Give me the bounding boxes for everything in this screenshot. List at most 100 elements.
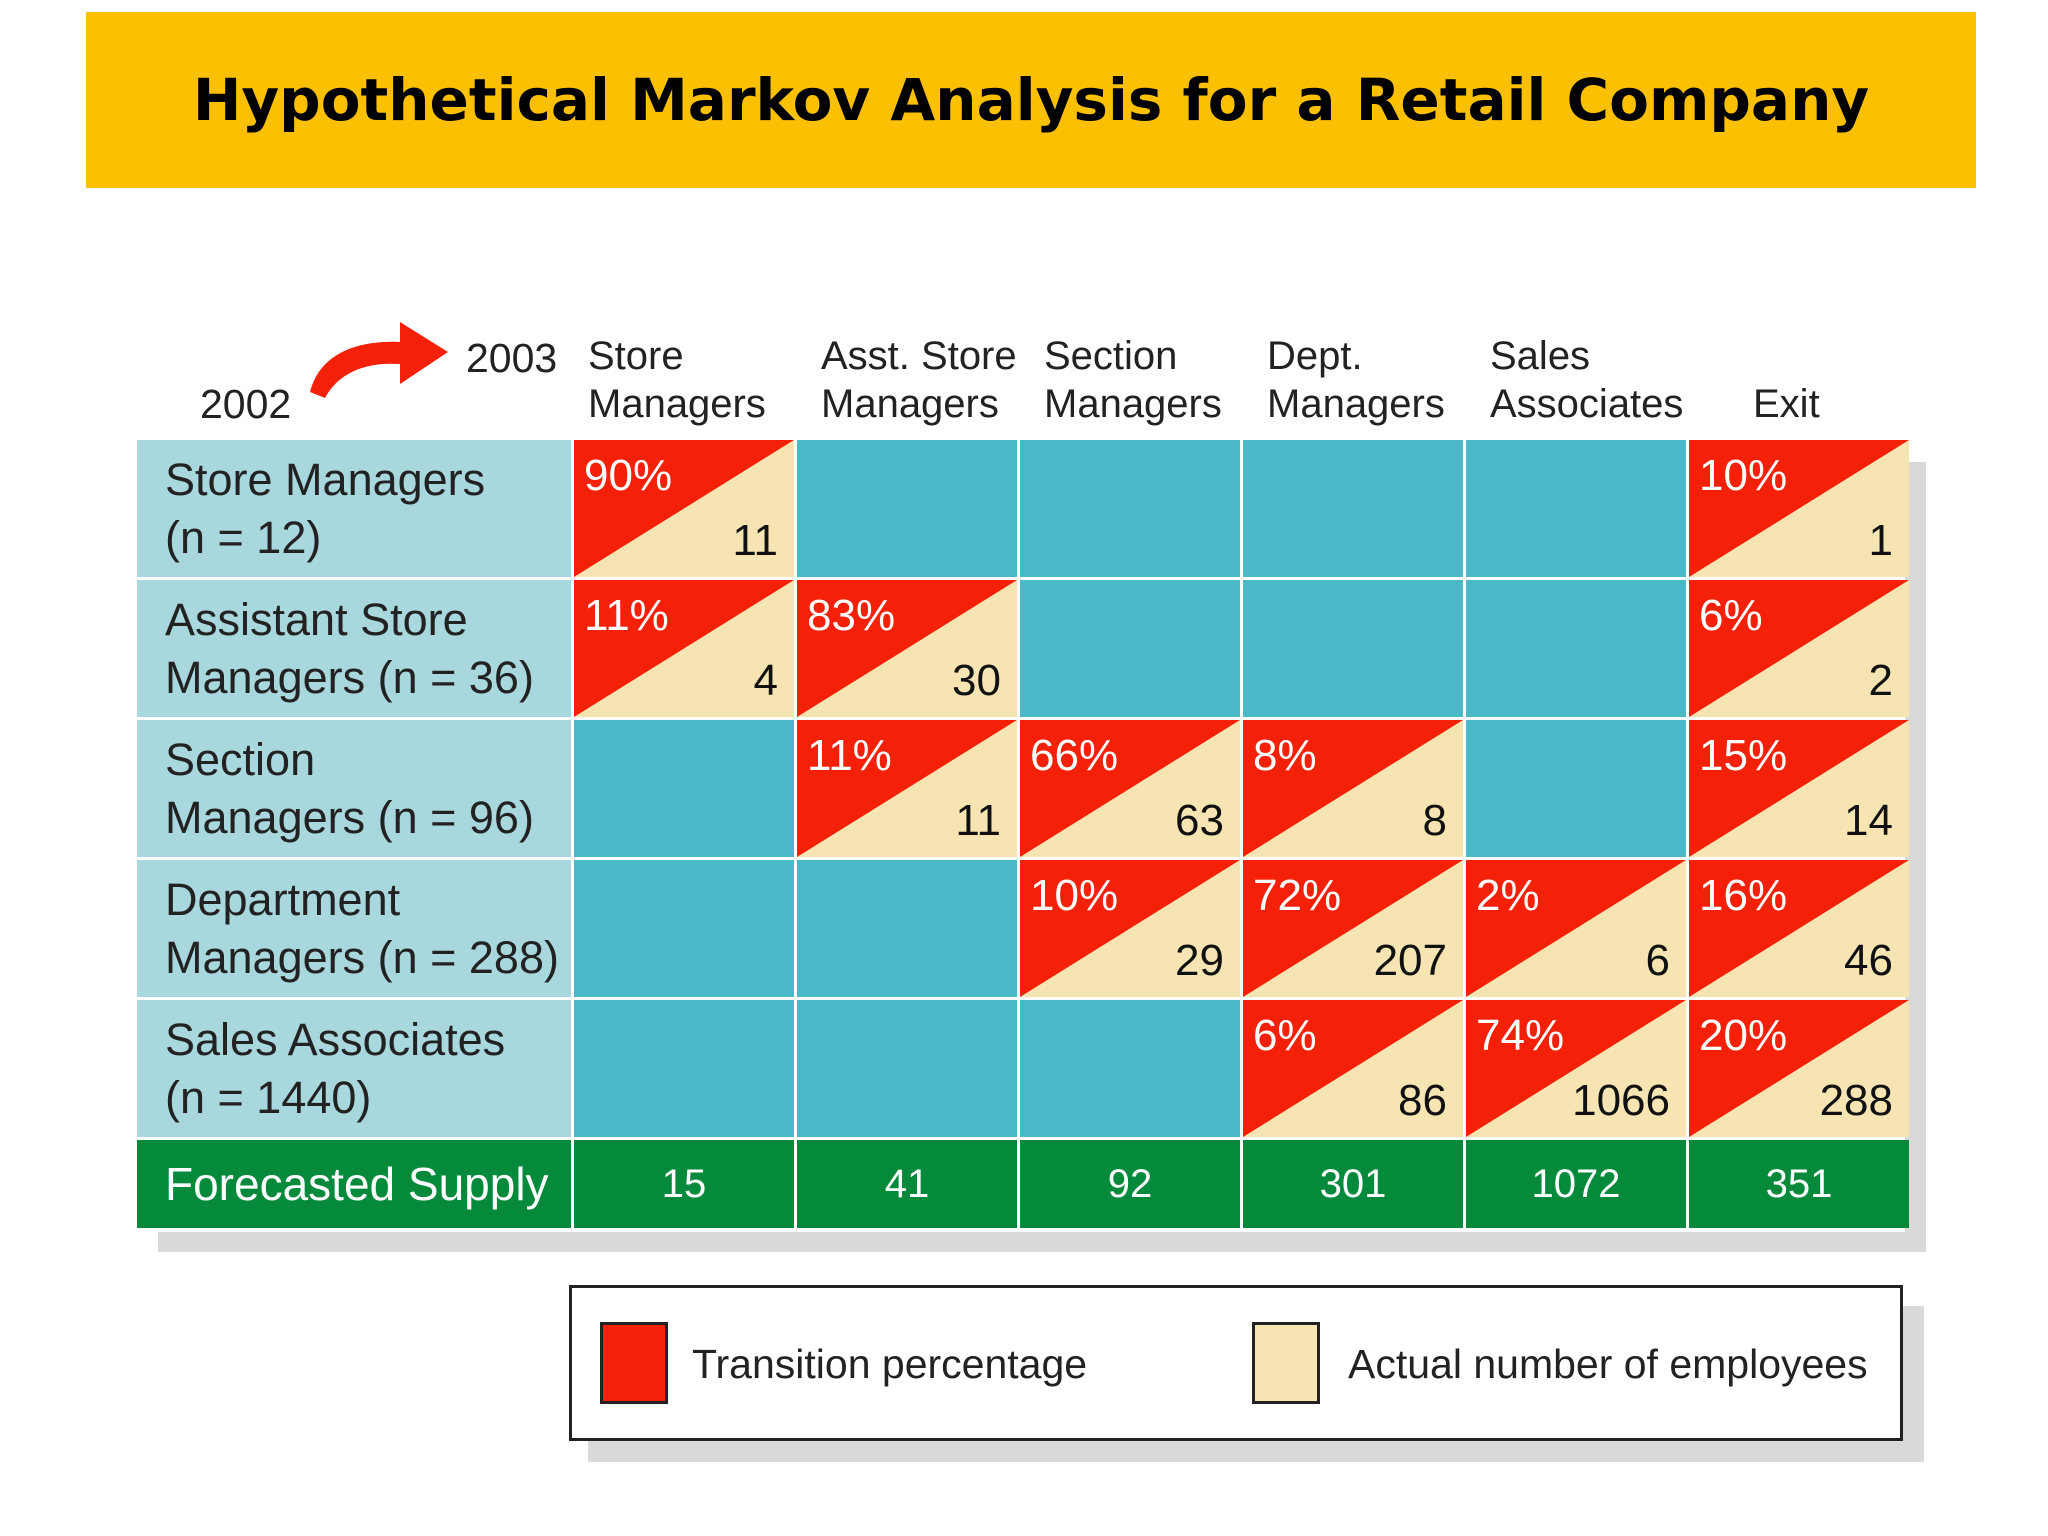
transition-triangle (1689, 720, 1909, 857)
row-label-line2: Managers (n = 36) (165, 651, 534, 703)
row-label-line1: Section (165, 733, 316, 785)
transition-percentage: 15% (1699, 731, 1788, 780)
year-to-label: 2003 (466, 335, 558, 381)
forecasted-supply-value: 92 (1020, 1140, 1240, 1228)
forecasted-supply-value: 1072 (1466, 1140, 1686, 1228)
empty-cell (1243, 580, 1463, 717)
column-header-line1: Section (1044, 334, 1178, 378)
column-header-line1: Dept. (1267, 334, 1363, 378)
row-label: Section Managers (n = 96) (137, 720, 571, 857)
transition-triangle (1466, 1000, 1686, 1137)
title-bar: Hypothetical Markov Analysis for a Retai… (86, 12, 1976, 188)
forecasted-supply-label: Forecasted Supply (137, 1140, 571, 1228)
employee-count: 14 (1844, 796, 1893, 845)
transition-cell: 72% 207 (1243, 860, 1463, 997)
transition-percentage: 66% (1030, 731, 1119, 780)
employee-count: 1066 (1572, 1076, 1670, 1125)
year-from-label: 2002 (200, 381, 292, 427)
row-label-line2: (n = 1440) (165, 1071, 372, 1123)
employee-count: 6 (1645, 936, 1670, 985)
transition-cell: 20% 288 (1689, 1000, 1909, 1137)
empty-cell (797, 860, 1017, 997)
forecasted-supply-value: 41 (797, 1140, 1017, 1228)
transition-percentage: 11% (807, 731, 892, 780)
employee-count: 11 (955, 796, 1001, 845)
transition-cell: 11% 11 (797, 720, 1017, 857)
empty-cell (797, 440, 1017, 577)
actual-legend-label: Actual number of employees (1348, 1341, 1868, 1387)
empty-cell (1466, 720, 1686, 857)
column-header-line1: Sales (1490, 334, 1591, 378)
row-label: Sales Associates (n = 1440) (137, 1000, 571, 1137)
employee-count: 29 (1175, 936, 1224, 985)
column-header-line2: Associates (1490, 382, 1684, 426)
transition-triangle (797, 720, 1017, 857)
empty-cell (1243, 440, 1463, 577)
column-header: Section Managers (1044, 332, 1222, 428)
transition-cell: 2% 6 (1466, 860, 1686, 997)
transition-cell: 15% 14 (1689, 720, 1909, 857)
transition-percentage: 2% (1476, 871, 1540, 920)
actual-swatch (1252, 1322, 1320, 1404)
transition-triangle (797, 580, 1017, 717)
row-label-line2: Managers (n = 288) (165, 931, 559, 983)
transition-triangle (1243, 1000, 1463, 1137)
empty-cell (574, 720, 794, 857)
employee-count: 86 (1398, 1076, 1447, 1125)
transition-cell: 90% 11 (574, 440, 794, 577)
row-label-line1: Sales Associates (165, 1013, 506, 1065)
column-header-line2: Managers (821, 382, 999, 426)
transition-cell: 74% 1066 (1466, 1000, 1686, 1137)
empty-cell (1020, 1000, 1240, 1137)
empty-cell (574, 1000, 794, 1137)
forecasted-supply-value: 351 (1689, 1140, 1909, 1228)
employee-count: 8 (1422, 796, 1447, 845)
transition-triangle (1689, 1000, 1909, 1137)
column-header-line2: Managers (1267, 382, 1445, 426)
transition-percentage: 83% (807, 591, 896, 640)
legend: Transition percentage Actual number of e… (569, 1285, 1903, 1441)
transition-triangle (1689, 440, 1909, 577)
transition-percentage: 8% (1253, 731, 1317, 780)
transition-percentage: 16% (1699, 871, 1788, 920)
employee-count: 207 (1373, 936, 1447, 985)
transition-cell: 8% 8 (1243, 720, 1463, 857)
row-label: Store Managers (n = 12) (137, 440, 571, 577)
transition-percentage: 6% (1253, 1011, 1317, 1060)
row-label-line2: Managers (n = 96) (165, 791, 534, 843)
empty-cell (1466, 440, 1686, 577)
empty-cell (1466, 580, 1686, 717)
transition-triangle (1243, 720, 1463, 857)
empty-cell (574, 860, 794, 997)
column-header: Asst. Store Managers (821, 332, 1017, 428)
transition-triangle (574, 440, 794, 577)
transition-swatch (600, 1322, 668, 1404)
column-header-line2: Exit (1753, 382, 1820, 426)
transition-triangle (1466, 860, 1686, 997)
transition-percentage: 6% (1699, 591, 1763, 640)
column-header-line2: Managers (1044, 382, 1222, 426)
row-label-line1: Assistant Store (165, 593, 468, 645)
column-header-line1 (1753, 332, 1820, 380)
column-header: Store Managers (588, 332, 766, 428)
row-label-line1: Store Managers (165, 453, 486, 505)
transition-cell: 6% 2 (1689, 580, 1909, 717)
employee-count: 11 (732, 516, 778, 565)
employee-count: 288 (1819, 1076, 1893, 1125)
row-label-line2: (n = 12) (165, 511, 322, 563)
employee-count: 46 (1844, 936, 1893, 985)
transition-percentage: 90% (584, 451, 673, 500)
employee-count: 4 (753, 656, 778, 705)
transition-cell: 66% 63 (1020, 720, 1240, 857)
column-header: Sales Associates (1490, 332, 1683, 428)
transition-percentage: 20% (1699, 1011, 1788, 1060)
transition-percentage: 74% (1476, 1011, 1565, 1060)
forecasted-supply-value: 15 (574, 1140, 794, 1228)
transition-cell: 10% 29 (1020, 860, 1240, 997)
empty-cell (797, 1000, 1017, 1137)
transition-legend-label: Transition percentage (692, 1341, 1088, 1387)
transition-percentage: 11% (584, 591, 669, 640)
transition-percentage: 10% (1699, 451, 1788, 500)
transition-cell: 16% 46 (1689, 860, 1909, 997)
employee-count: 63 (1175, 796, 1224, 845)
